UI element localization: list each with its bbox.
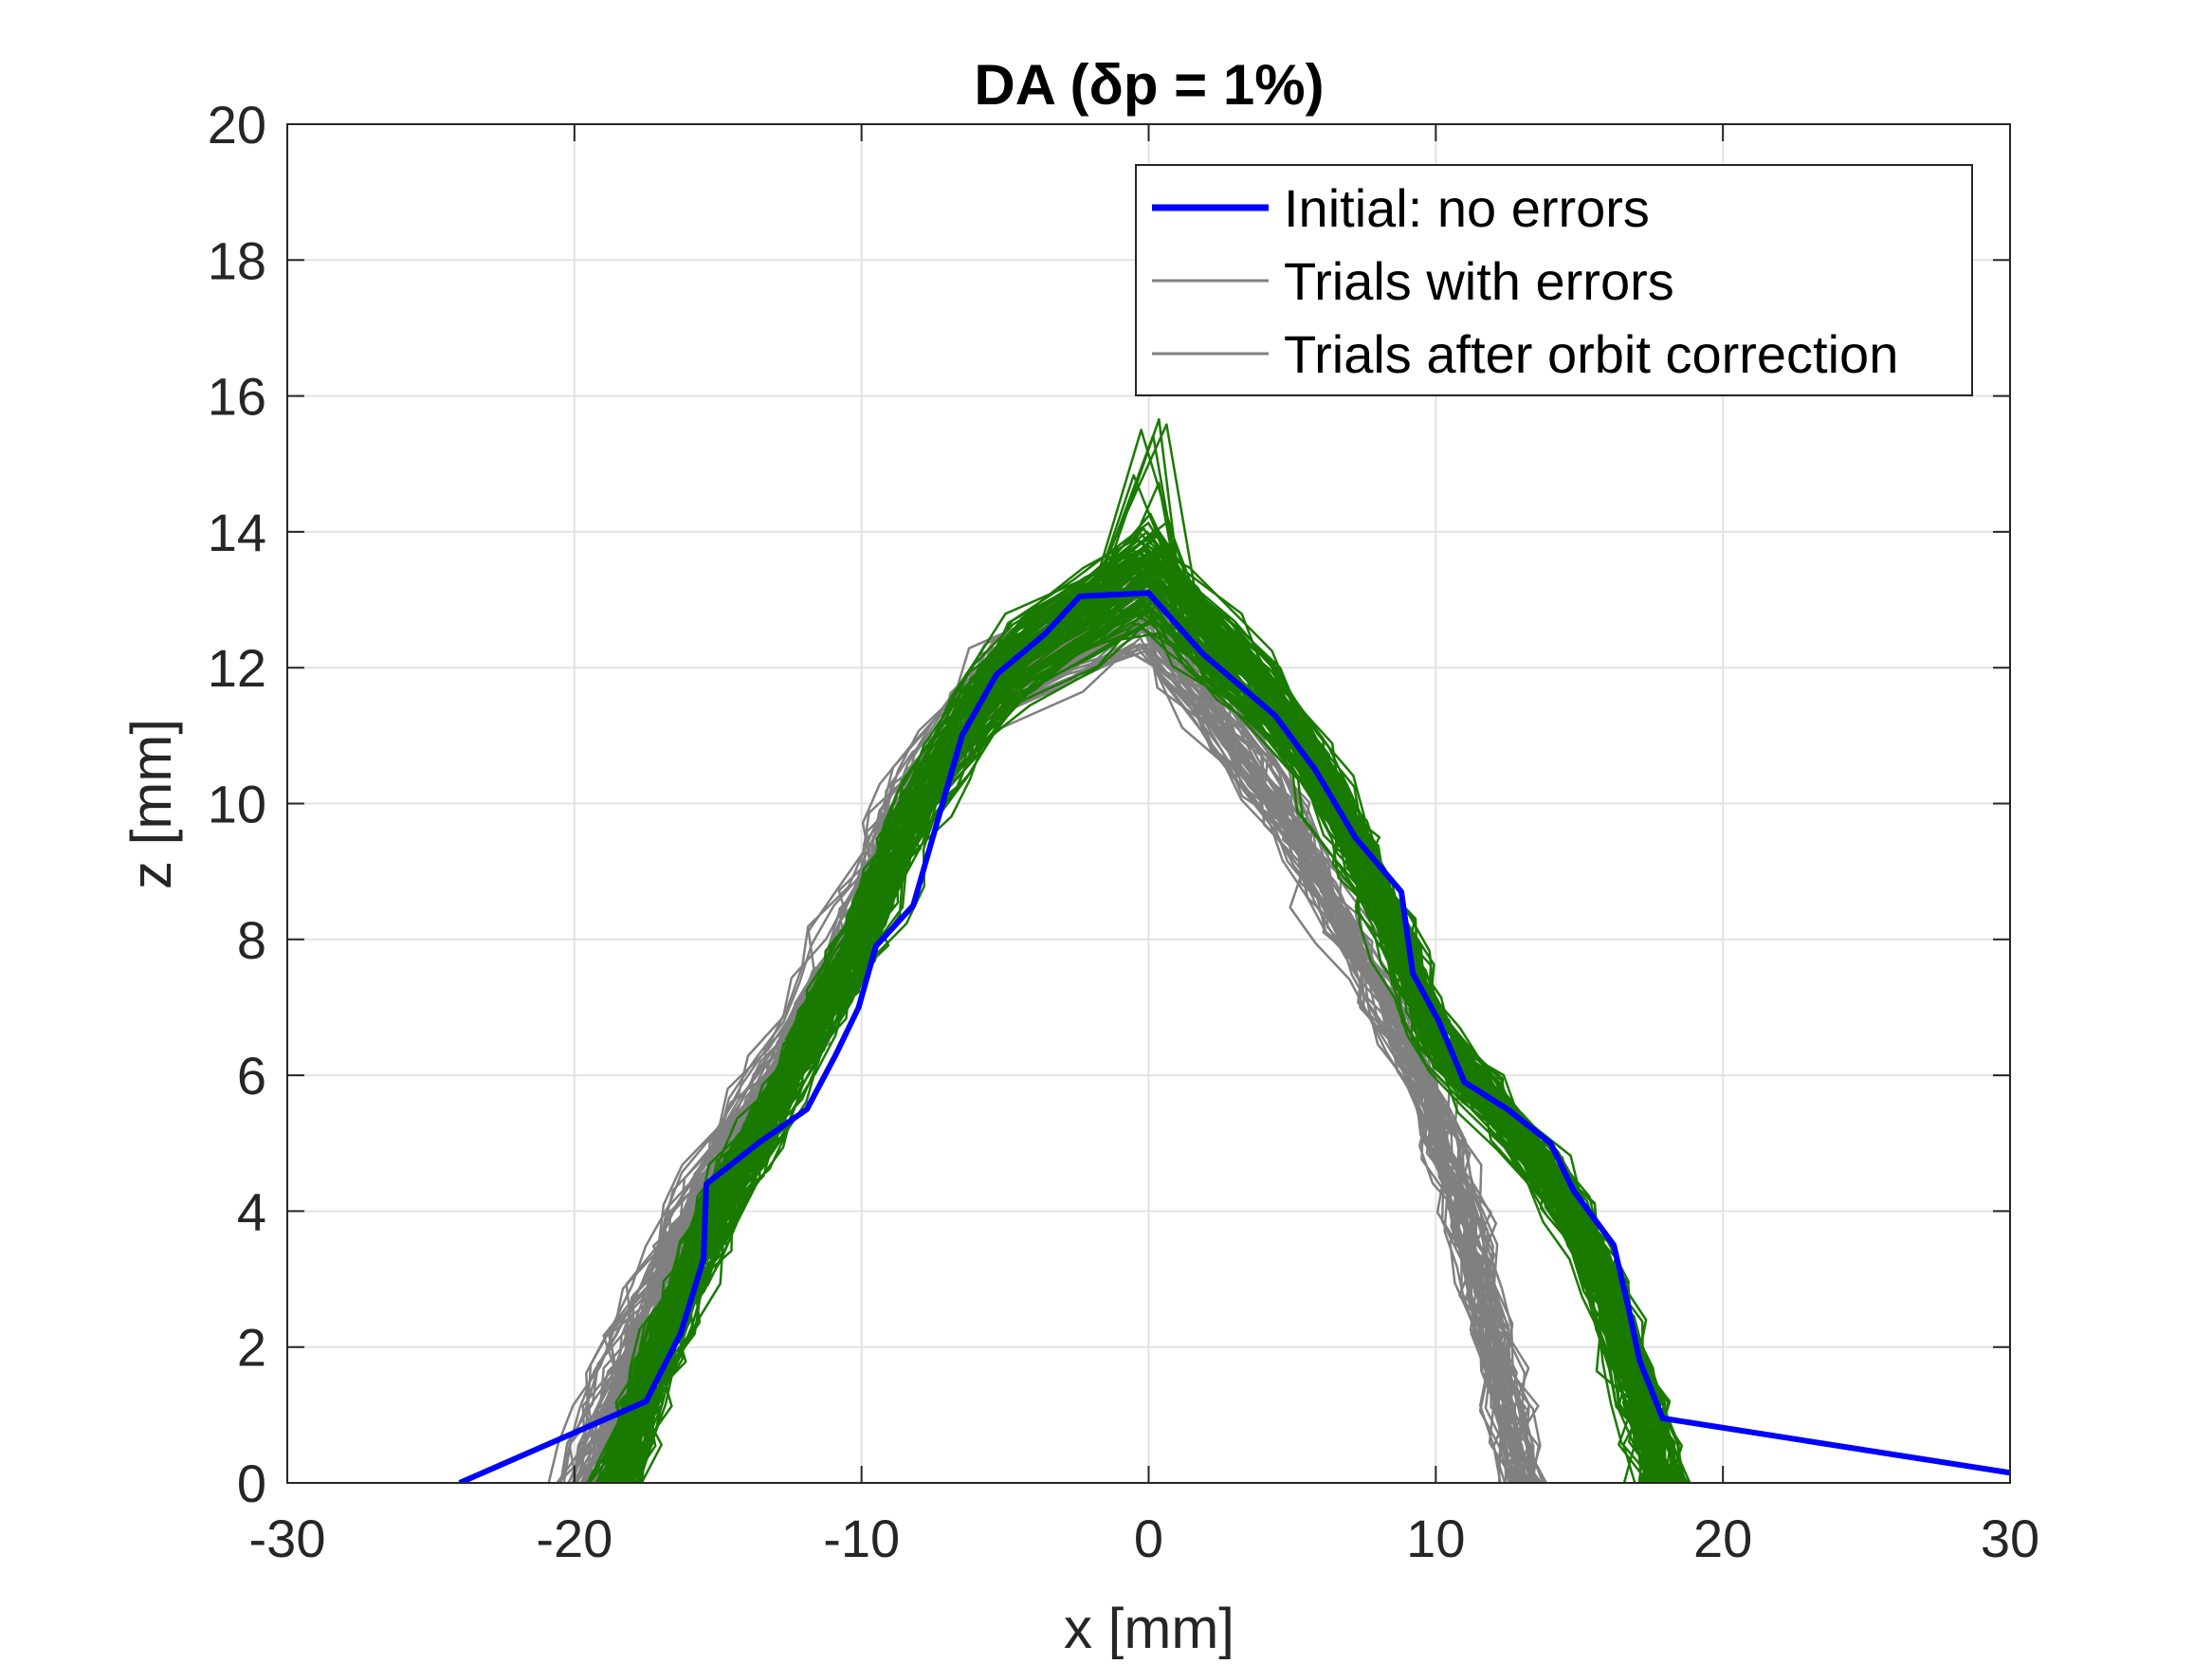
x-tick-label: -20 [536,1509,612,1568]
y-tick-label: 0 [237,1454,266,1513]
x-tick-labels: -30 -20 -10 0 10 20 30 [249,1509,2040,1568]
axis-ticks [286,123,2011,1484]
legend-box [1135,164,1973,396]
y-tick-labels: 0 2 4 6 8 10 12 14 16 18 20 [208,95,266,1513]
y-tick-label: 14 [208,503,266,562]
x-tick-label: 0 [1134,1509,1163,1568]
legend-label-errors: Trials with errors [1284,251,1674,311]
chart-title: DA (δp = 1%) [974,53,1324,117]
y-tick-label: 6 [237,1046,266,1106]
legend-label-corrected: Trials after orbit correction [1284,324,1898,384]
x-tick-label: 20 [1693,1509,1752,1568]
trial-after-correction-line [618,551,1665,1483]
initial-no-errors-path [458,590,2010,1483]
y-tick-label: 2 [237,1318,266,1378]
x-tick-label: 10 [1406,1509,1465,1568]
y-tick-label: 8 [237,910,266,970]
trial-after-correction-line [629,615,1666,1483]
y-tick-label: 18 [208,230,266,290]
y-tick-label: 10 [208,775,266,834]
y-tick-label: 4 [237,1181,266,1241]
x-tick-label: 30 [1981,1509,2039,1568]
legend: Initial: no errors Trials with errors Tr… [1135,164,1973,396]
trial-after-correction-line [611,605,1680,1483]
initial-no-errors-line [458,590,2010,1483]
y-tick-label: 16 [208,367,266,427]
x-tick-label: -10 [823,1509,900,1568]
y-axis-label: z [mm] [119,719,183,889]
y-tick-label: 12 [208,638,266,698]
x-axis-label: x [mm] [1064,1597,1234,1659]
x-tick-label: -30 [249,1509,326,1568]
y-tick-label: 20 [208,95,266,155]
legend-label-initial: Initial: no errors [1284,178,1650,238]
